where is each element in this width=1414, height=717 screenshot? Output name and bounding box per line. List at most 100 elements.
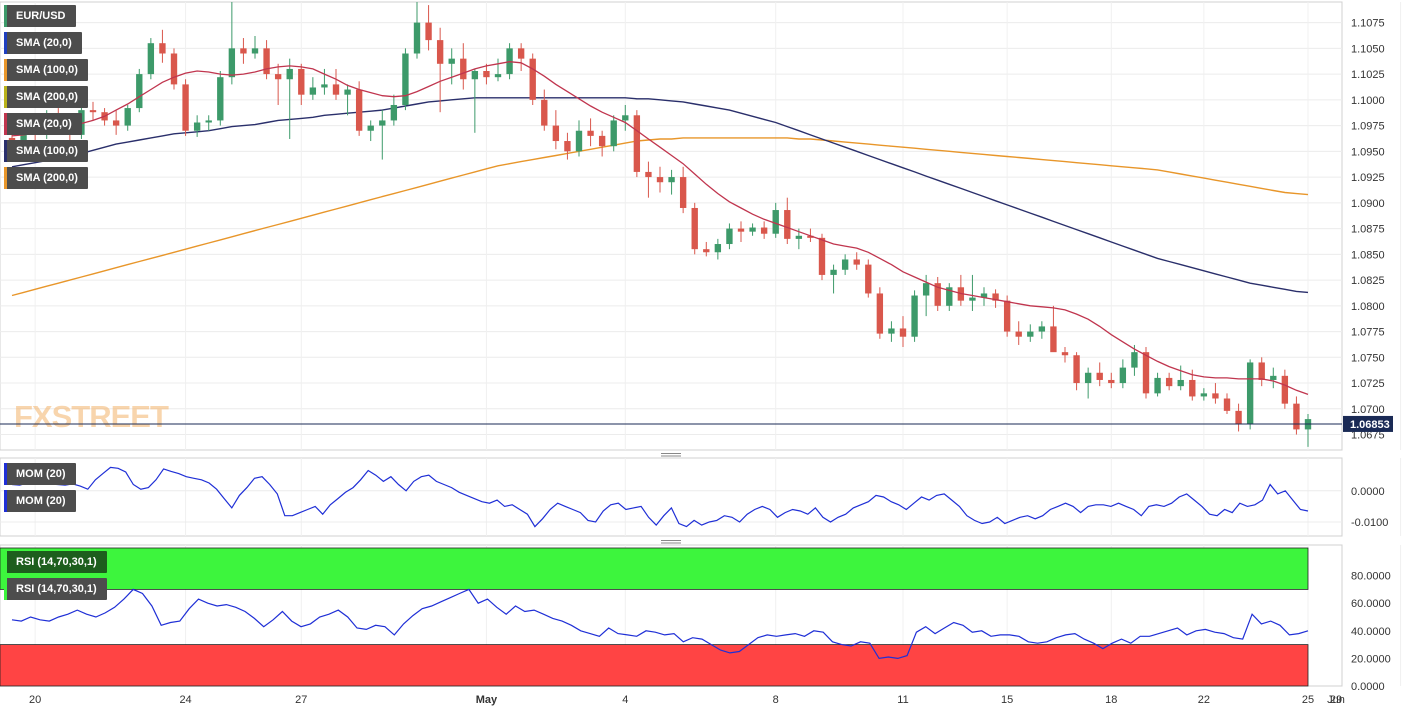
candle-body xyxy=(448,58,455,64)
rsi-overbought-zone xyxy=(0,547,1309,590)
candle-body xyxy=(922,283,930,296)
candle-body xyxy=(1119,367,1127,384)
candle-body xyxy=(633,115,641,172)
legend-sma200-b[interactable]: SMA (200,0) xyxy=(4,167,88,189)
legend-label: MOM (20) xyxy=(16,468,66,480)
candle-body xyxy=(274,74,282,80)
legend-rsi[interactable]: RSI (14,70,30,1) xyxy=(4,551,107,573)
panel-frame xyxy=(0,1,1343,451)
x-tick-label: May xyxy=(476,694,498,706)
candle-body xyxy=(1142,352,1150,394)
legend-sma200[interactable]: SMA (200,0) xyxy=(4,86,88,108)
candle-body xyxy=(483,71,490,78)
legend-rsi-b[interactable]: RSI (14,70,30,1) xyxy=(4,578,107,600)
candle-body xyxy=(1003,300,1011,332)
candle-body xyxy=(379,120,386,126)
candle-body xyxy=(564,141,571,152)
mom-y-tick-label: 0.0000 xyxy=(1351,486,1385,498)
candle-body xyxy=(899,328,907,337)
legend-label: SMA (200,0) xyxy=(16,172,78,184)
legend-sma20[interactable]: SMA (20,0) xyxy=(4,32,82,54)
candle-body xyxy=(402,53,409,105)
legend-label: SMA (100,0) xyxy=(16,145,78,157)
legend-mom[interactable]: MOM (20) xyxy=(4,463,76,485)
x-tick-label: 27 xyxy=(295,694,307,706)
legend-label: SMA (20,0) xyxy=(16,118,72,130)
candle-body xyxy=(425,22,432,41)
rsi-y-tick-label: 20.0000 xyxy=(1351,653,1391,665)
candle-body xyxy=(367,125,374,131)
candle-body xyxy=(587,130,594,136)
y-tick-label: 1.0725 xyxy=(1351,378,1385,390)
candle-body xyxy=(830,269,837,275)
candle-body xyxy=(344,89,351,95)
candle-body xyxy=(911,295,918,337)
candle-body xyxy=(1223,398,1231,411)
rsi-y-tick-label: 60.0000 xyxy=(1351,598,1391,610)
candle-body xyxy=(89,110,97,113)
y-tick-label: 1.1050 xyxy=(1351,43,1385,55)
legend-sma100-b[interactable]: SMA (100,0) xyxy=(4,140,88,162)
candle-body xyxy=(147,43,155,75)
x-tick-label: 20 xyxy=(29,694,41,706)
candle-body xyxy=(541,99,548,126)
momentum-line xyxy=(11,466,1309,528)
candle-body xyxy=(228,48,236,78)
candle-body xyxy=(853,259,860,265)
candle-body xyxy=(772,210,779,234)
last-price-value: 1.06853 xyxy=(1350,419,1390,431)
candle-body xyxy=(1061,352,1069,356)
x-tick-label: Jun xyxy=(1327,694,1345,706)
y-tick-label: 1.0825 xyxy=(1351,275,1385,287)
candle-body xyxy=(529,58,536,100)
candle-body xyxy=(992,293,999,301)
x-tick-label: 22 xyxy=(1198,694,1210,706)
rsi-y-tick-label: 0.0000 xyxy=(1351,681,1385,693)
candle-body xyxy=(124,108,131,126)
candle-body xyxy=(760,227,768,234)
candle-body xyxy=(217,77,224,121)
legend-sma20-b[interactable]: SMA (20,0) xyxy=(4,113,82,135)
candle-body xyxy=(1038,326,1046,332)
y-tick-label: 1.0925 xyxy=(1351,172,1385,184)
candle-body xyxy=(193,122,201,131)
candle-body xyxy=(1200,393,1208,397)
candle-body xyxy=(332,84,340,95)
candle-body xyxy=(309,87,317,95)
legend-label: SMA (100,0) xyxy=(16,64,78,76)
last-price-tag xyxy=(1343,415,1393,432)
candle-body xyxy=(263,48,270,75)
candle-body xyxy=(159,43,166,54)
candle-body xyxy=(286,68,293,80)
x-tick-label: 15 xyxy=(1001,694,1013,706)
legend-mom-b[interactable]: MOM (20) xyxy=(4,490,76,512)
candle-body xyxy=(170,53,178,85)
x-tick-label: 18 xyxy=(1105,694,1117,706)
candle-body xyxy=(471,71,479,80)
legend-eurusd[interactable]: EUR/USD xyxy=(4,5,76,27)
candle-body xyxy=(517,48,525,59)
candle-body xyxy=(552,125,560,142)
legend-sma100[interactable]: SMA (100,0) xyxy=(4,59,88,81)
x-tick-label: 11 xyxy=(897,694,908,706)
legend-label: RSI (14,70,30,1) xyxy=(16,556,97,568)
candle-body xyxy=(656,177,664,183)
candle-body xyxy=(795,235,803,239)
x-tick-label: 25 xyxy=(1302,694,1314,706)
candle-body xyxy=(969,297,976,301)
candle-body xyxy=(610,120,617,147)
candle-body xyxy=(934,283,941,306)
candle-body xyxy=(807,235,814,238)
y-tick-label: 1.0975 xyxy=(1351,121,1385,133)
y-tick-label: 1.1075 xyxy=(1351,18,1385,30)
candle-body xyxy=(818,237,826,275)
candle-body xyxy=(355,89,363,131)
mom-y-tick-label: -0.0100 xyxy=(1351,517,1388,529)
candle-body xyxy=(436,40,444,64)
candle-body xyxy=(841,259,849,270)
fxstreet-watermark: FXSTREET xyxy=(14,399,169,434)
candle-body xyxy=(298,68,305,95)
candle-body xyxy=(1246,362,1254,425)
